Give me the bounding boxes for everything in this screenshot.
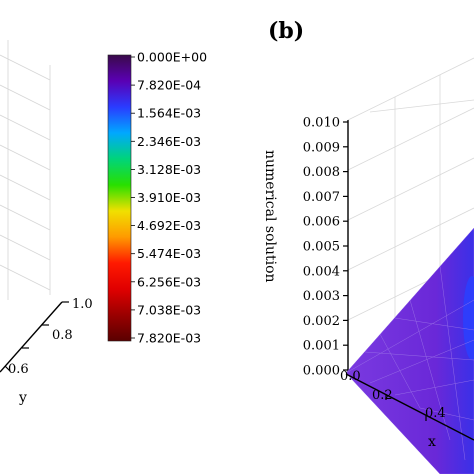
mesh-line: [409, 299, 451, 441]
left-y-tick-label: 0.6: [8, 362, 29, 377]
z-tick-label: 0.002: [303, 314, 340, 329]
surface: [345, 227, 474, 474]
left-grid-line: [0, 204, 51, 231]
colorbar-gradient: [107, 54, 132, 342]
left-y-tick-mark: [4, 365, 11, 372]
surface-mesh-lines: [345, 265, 474, 461]
mesh-line: [439, 265, 466, 461]
mesh-line: [394, 317, 474, 331]
left-y-axis-label: y: [18, 390, 27, 406]
colorbar-tick-label: 5.474E-03: [137, 246, 201, 261]
left-panel: 1.0 0.8 0.6 y: [0, 40, 93, 406]
x-tick-label: 0.2: [372, 388, 393, 403]
z-axis: 0.000 0.001 0.002 0.003 0.004 0.005 0.006 0.007…: [303, 116, 349, 379]
left-y-tick-label: 1.0: [72, 297, 93, 312]
mesh-line: [369, 339, 474, 384]
x-axis: 0.0 0.2 0.4 x: [340, 369, 474, 450]
panel-b: (b) 0.0000.0010.0020.0030.0040.0050.0060…: [262, 18, 474, 474]
panel-label: (b): [268, 18, 304, 44]
colorbar-tick-label: 2.346E-03: [137, 134, 201, 149]
mesh-line: [379, 333, 421, 409]
z-tick-label: 0.010: [303, 116, 340, 131]
colorbar-tick-label: 3.910E-03: [137, 190, 201, 205]
left-grid-line: [0, 174, 51, 201]
z-tick-label: 0.009: [303, 140, 340, 155]
z-tick-label: 0.008: [303, 165, 340, 180]
mesh-line: [364, 351, 474, 361]
x-tick-label: 0.0: [340, 369, 361, 384]
colorbar-tick-label: 7.038E-03: [137, 302, 201, 317]
mesh-line: [345, 299, 474, 374]
left-grid-line: [0, 264, 51, 291]
colorbar-tick-label: 3.128E-03: [137, 162, 201, 177]
z-axis-label: numerical solution: [262, 150, 278, 283]
mesh-line: [394, 379, 474, 396]
left-grid-line: [0, 54, 51, 81]
surface-mesh: [345, 227, 474, 474]
x-axis-line: [345, 373, 474, 441]
left-grid-line: [0, 114, 51, 141]
z-tick-label: 0.003: [303, 289, 340, 304]
left-y-axis: 1.0 0.8 0.6 y: [0, 297, 93, 406]
left-panel-grid: [0, 40, 51, 300]
surface-peak-region: [463, 276, 474, 360]
colorbar-tick-label: 4.692E-03: [137, 218, 201, 233]
back-grid-line: [347, 157, 474, 221]
colorbar-tick-label: 0.000E+00: [137, 50, 207, 65]
colorbar-tick-label: 7.820E-04: [137, 78, 201, 93]
z-tick-label: 0.000: [303, 364, 340, 379]
back-grid-line: [347, 107, 474, 171]
left-grid-line: [0, 144, 51, 171]
z-tick-label: 0.007: [303, 190, 340, 205]
left-y-tick-label: 0.8: [52, 328, 73, 343]
z-tick-label: 0.004: [303, 264, 340, 279]
left-grid-line: [0, 84, 51, 111]
x-axis-label: x: [428, 434, 436, 450]
colorbar-tick-label: 7.820E-03: [137, 331, 201, 346]
colorbar-ticks: 0.000E+00 7.820E-04 1.564E-03 2.346E-03 3.12…: [131, 50, 207, 346]
colorbar: 0.000E+00 7.820E-04 1.564E-03 2.346E-03 3.12…: [107, 50, 207, 346]
z-tick-label: 0.001: [303, 339, 340, 354]
left-y-axis-line: [0, 301, 63, 373]
mesh-line: [419, 407, 474, 421]
colorbar-tick-label: 6.256E-03: [137, 274, 201, 289]
z-tick-label: 0.005: [303, 240, 340, 255]
back-grid-line: [369, 99, 474, 113]
colorbar-tick-label: 1.564E-03: [137, 106, 201, 121]
left-grid-line: [0, 234, 51, 261]
x-tick-label: 0.4: [425, 406, 446, 421]
back-grid-line: [347, 207, 474, 271]
back-grid-line: [347, 57, 474, 121]
z-tick-label: 0.006: [303, 215, 340, 230]
